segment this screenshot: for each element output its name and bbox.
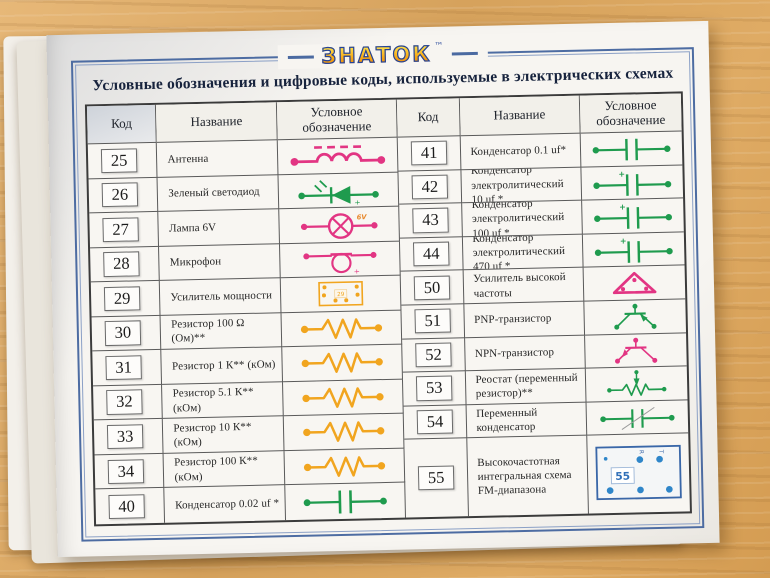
logo-text: ЗНАТОК: [321, 41, 433, 69]
svg-text:T: T: [657, 449, 663, 454]
trademark-symbol: ™: [434, 41, 444, 52]
logo-left-line: [287, 54, 314, 59]
svg-text:29: 29: [337, 292, 345, 298]
svg-text:+: +: [354, 198, 360, 207]
resistor-icon: [284, 448, 406, 486]
rheostat-icon: [585, 366, 688, 403]
hf-amplifier-icon: [583, 265, 686, 302]
microphone-icon: +: [279, 241, 401, 279]
power-amplifier-icon: 29: [280, 275, 402, 313]
svg-text:+: +: [620, 236, 627, 245]
green-led-icon: +: [278, 172, 400, 210]
codes-table-left-half: Код Название Условное обозначение 25 Анте…: [86, 99, 407, 525]
resistor-icon: [282, 379, 404, 417]
blue-frame: ЗНАТОК ™ Условные обозначения и цифровые…: [70, 40, 705, 542]
svg-text:6V: 6V: [356, 213, 367, 221]
capacitor-icon: [285, 483, 407, 521]
svg-text:55: 55: [615, 470, 630, 483]
antenna-icon: [277, 137, 399, 175]
npn-transistor-icon: [584, 332, 687, 369]
capacitor-polar-icon: +: [582, 198, 684, 235]
svg-text:+: +: [619, 203, 626, 212]
blue-frame-inner: [75, 51, 701, 538]
svg-text:+: +: [353, 267, 359, 276]
capacitor-polar-icon: +: [581, 165, 684, 201]
resistor-icon: [281, 310, 403, 348]
codes-table-right-half: Код Название Условное обозначение 41 Конд…: [396, 93, 690, 518]
capacitor-icon: [580, 131, 683, 168]
codes-table: Код Название Условное обозначение 25 Анте…: [84, 91, 692, 527]
svg-text:R: R: [638, 450, 644, 454]
book-page: ЗНАТОК ™ Условные обозначения и цифровые…: [46, 20, 720, 558]
lamp-icon: 6V: [278, 206, 401, 244]
ic-55-icon: R T 55: [587, 434, 690, 514]
resistor-icon: [283, 413, 405, 452]
resistor-icon: [282, 344, 404, 383]
pnp-transistor-icon: [584, 299, 686, 336]
svg-text:+: +: [618, 169, 625, 178]
znatok-logo: ЗНАТОК ™: [277, 40, 488, 70]
logo-right-line: [451, 51, 478, 55]
variable-capacitor-icon: [586, 400, 689, 436]
capacitor-polar-icon: +: [582, 232, 685, 268]
